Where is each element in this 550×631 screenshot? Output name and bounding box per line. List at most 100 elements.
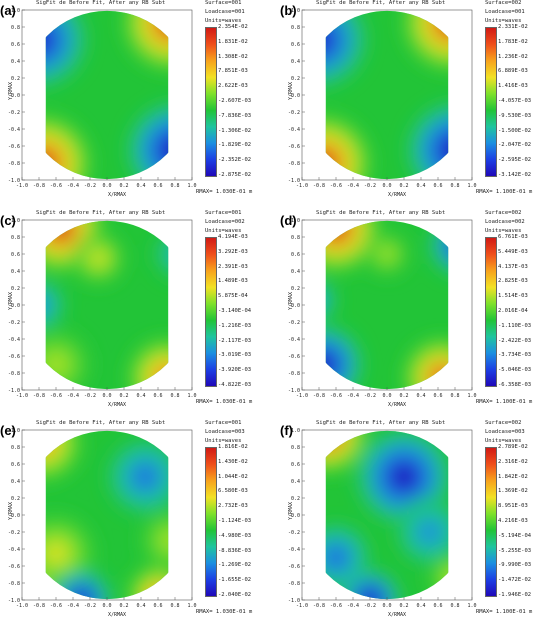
colorbar-tick-label: -2.607E-03: [218, 98, 252, 104]
heatmap-blob: [325, 353, 334, 376]
x-tick-label: 0.2: [119, 603, 128, 609]
colorbar-ticks: 1.816E-02 1.430E-02 1.044E-02 6.580E-03 2.73…: [218, 444, 266, 598]
colorbar-tick-label: 2.391E-03: [218, 263, 248, 270]
colorbar-tick-label: -1.472E-02: [498, 577, 532, 584]
y-tick-label: 0.0: [291, 93, 300, 99]
x-tick-label: 1.0: [467, 183, 476, 189]
x-axis-label: X/RMAX: [108, 192, 127, 198]
colorbar-tick-label: -1.829E-02: [218, 142, 252, 149]
x-tick-label: -1.0: [296, 393, 308, 399]
plot-title: SigFit de Before Fit, After any RB Subt: [316, 420, 446, 426]
colorbar: [485, 237, 497, 387]
colorbar-tick-label: 2.825E-03: [498, 278, 528, 285]
x-tick-label: -0.8: [313, 603, 325, 609]
colorbar-tick-label: 6.889E-03: [498, 68, 528, 75]
heatmap-blob: [325, 127, 359, 180]
y-tick-label: 0.6: [11, 42, 20, 48]
heatmap-blob: [442, 566, 449, 592]
colorbar-tick-label: -3.142E-02: [498, 172, 532, 178]
heatmap-blob: [309, 295, 321, 307]
x-tick-label: 0.8: [170, 183, 179, 189]
colorbar-tick-label: 1.783E-02: [498, 38, 528, 45]
rmax-label: RMAX= 1.030E-01 m: [196, 399, 253, 405]
surface-label: Surface=001: [205, 210, 242, 216]
x-tick-label: 0.8: [170, 603, 179, 609]
x-tick-label: 0.0: [382, 603, 391, 609]
heatmap-blob: [381, 248, 393, 260]
x-tick-label: 1.0: [467, 603, 476, 609]
x-tick-label: 0.0: [102, 393, 111, 399]
colorbar-tick-label: -3.140E-04: [218, 308, 252, 314]
colorbar-tick-label: 4.216E-03: [498, 518, 528, 524]
rmax-label: RMAX= 1.030E-01 m: [196, 609, 253, 615]
y-tick-label: -0.2: [288, 530, 300, 536]
colorbar-tick-label: -4.980E-03: [218, 532, 252, 539]
x-tick-label: -1.0: [296, 603, 308, 609]
units-label: Units=waves: [485, 228, 522, 234]
heatmap-blob: [325, 430, 339, 445]
chart-panel: (c) SigFit de Before Fit, After any RB Su…: [0, 210, 265, 410]
colorbar-ticks: 6.761E-03 5.449E-03 4.137E-03 2.825E-03 1.51…: [498, 234, 546, 388]
chart-panel: (b) SigFit de Before Fit, After any RB Su…: [280, 0, 545, 200]
surface-label: Surface=001: [205, 420, 242, 426]
x-tick-label: -1.0: [16, 603, 28, 609]
loadcase-label: Loadcase=001: [205, 9, 245, 15]
y-tick-label: 0.8: [11, 235, 20, 241]
panel-label: (b): [280, 3, 297, 18]
colorbar-tick-label: 8.951E-03: [498, 503, 528, 510]
loadcase-label: Loadcase=003: [205, 429, 245, 435]
y-tick-label: -0.6: [8, 354, 20, 360]
y-tick-label: 0.2: [291, 496, 300, 502]
chart-panel: (a) SigFit de Before Fit, After any RB Su…: [0, 0, 265, 200]
colorbar-tick-label: -2.595E-02: [498, 157, 532, 164]
heatmap-blob: [147, 10, 169, 47]
y-tick-label: -0.6: [288, 354, 300, 360]
heatmap-plot: 1.0 0.8 0.6 0.4 0.2 0.0 -0.2 -0.4 -0.6 -0.8 -1.0-1…: [8, 218, 197, 399]
x-tick-label: 0.0: [102, 183, 111, 189]
y-tick-label: 0.8: [11, 25, 20, 31]
y-tick-label: 0.2: [291, 76, 300, 82]
x-tick-label: -1.0: [16, 183, 28, 189]
x-tick-label: -0.2: [364, 393, 376, 399]
heatmap-blob: [415, 10, 449, 58]
colorbar-tick-label: 1.514E-03: [498, 293, 528, 300]
x-tick-label: -0.2: [364, 183, 376, 189]
heatmap-blob: [45, 432, 54, 454]
x-tick-label: 0.2: [119, 393, 128, 399]
x-tick-label: -0.2: [84, 183, 96, 189]
heatmap-plot: 1.0 0.8 0.6 0.4 0.2 0.0 -0.2 -0.4 -0.6 -0.8 -1.0-1…: [288, 8, 477, 189]
colorbar-tick-label: -1.110E-03: [498, 322, 532, 329]
x-tick-label: 0.4: [416, 393, 425, 399]
y-tick-label: 0.8: [291, 445, 300, 451]
colorbar-tick-label: 1.236E-02: [498, 53, 528, 60]
colorbar-tick-label: 2.622E-03: [218, 83, 248, 90]
y-tick-label: 0.4: [11, 479, 20, 485]
heatmap-blob: [325, 345, 343, 384]
heatmap-blob: [45, 297, 47, 313]
colorbar-ticks: 2.354E-02 1.831E-02 1.308E-02 7.851E-03 2.62…: [218, 24, 266, 178]
heatmap-blob: [419, 522, 440, 542]
y-tick-label: -0.2: [288, 110, 300, 116]
y-tick-label: -1.0: [288, 598, 300, 604]
x-tick-label: 0.2: [119, 183, 128, 189]
y-tick-label: -0.8: [8, 581, 20, 587]
y-tick-label: 0.0: [291, 513, 300, 519]
y-tick-label: -0.8: [288, 581, 300, 587]
panel-label: (c): [0, 213, 16, 228]
y-tick-label: 1.0: [291, 218, 300, 224]
y-tick-label: 1.0: [11, 218, 20, 224]
colorbar: [205, 27, 217, 177]
heatmap-blob: [419, 115, 449, 180]
y-tick-label: -1.0: [8, 388, 20, 394]
loadcase-label: Loadcase=002: [485, 219, 525, 225]
heatmap-blob: [431, 126, 449, 174]
x-axis-label: X/RMAX: [388, 402, 407, 408]
y-tick-label: 0.0: [11, 303, 20, 309]
colorbar-tick-label: 1.369E-02: [498, 488, 528, 495]
x-tick-label: 1.0: [187, 603, 196, 609]
units-label: Units=waves: [485, 18, 522, 24]
heatmap-blob: [325, 220, 368, 261]
x-axis-label: X/RMAX: [108, 612, 127, 618]
heatmap-blob: [347, 577, 393, 600]
colorbar: [485, 27, 497, 177]
